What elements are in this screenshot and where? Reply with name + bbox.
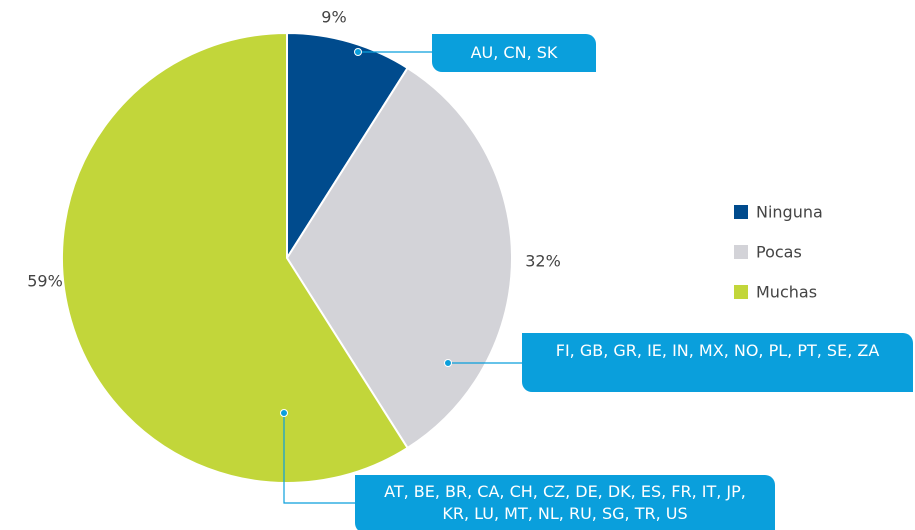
- leader-dot: [354, 48, 362, 56]
- callout: AT, BE, BR, CA, CH, CZ, DE, DK, ES, FR, …: [355, 475, 775, 530]
- data-label: 32%: [525, 252, 561, 271]
- legend-swatch: [734, 285, 748, 299]
- data-label: 59%: [27, 272, 63, 291]
- callout: AU, CN, SK: [432, 34, 596, 72]
- legend-label: Pocas: [756, 243, 802, 262]
- callout: FI, GB, GR, IE, IN, MX, NO, PL, PT, SE, …: [522, 333, 913, 392]
- pie-slice: [285, 66, 513, 450]
- pie-slice: [286, 31, 409, 262]
- legend-label: Ninguna: [756, 203, 823, 222]
- data-label: 9%: [321, 8, 346, 27]
- pie-slice: [61, 31, 409, 484]
- leader-line: [283, 413, 355, 504]
- legend-swatch: [734, 205, 748, 219]
- leader-dot: [444, 359, 452, 367]
- leader-dot: [280, 409, 288, 417]
- legend-swatch: [734, 245, 748, 259]
- legend-label: Muchas: [756, 283, 817, 302]
